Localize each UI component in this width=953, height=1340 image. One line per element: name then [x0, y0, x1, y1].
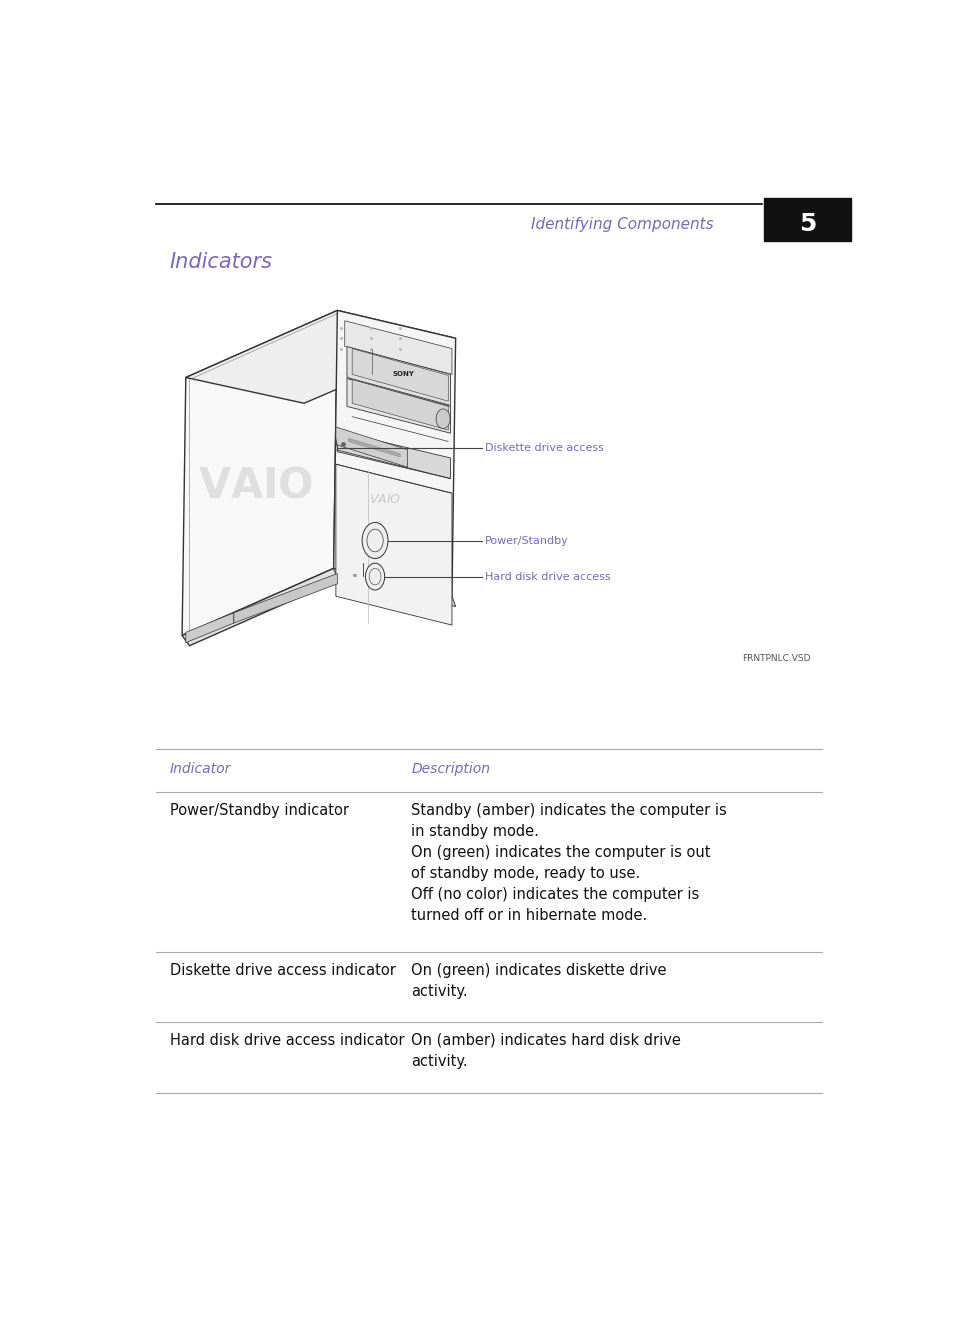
Text: FRNTPNLC.VSD: FRNTPNLC.VSD	[741, 654, 810, 663]
Polygon shape	[182, 311, 337, 635]
Circle shape	[362, 523, 388, 559]
Polygon shape	[352, 348, 448, 401]
Text: Hard disk drive access indicator: Hard disk drive access indicator	[170, 1033, 404, 1048]
Polygon shape	[334, 311, 456, 596]
Text: On (green) indicates diskette drive
activity.: On (green) indicates diskette drive acti…	[411, 962, 666, 998]
Polygon shape	[335, 464, 452, 624]
Polygon shape	[337, 431, 450, 478]
Circle shape	[436, 409, 450, 429]
Polygon shape	[347, 378, 450, 433]
Text: Diskette drive access: Diskette drive access	[485, 442, 603, 453]
Text: Hard disk drive access: Hard disk drive access	[485, 572, 610, 582]
Polygon shape	[347, 347, 450, 405]
Text: $\mathit{\mathbf{VAIO}}$: $\mathit{\mathbf{VAIO}}$	[198, 465, 314, 507]
Text: Description: Description	[411, 762, 490, 776]
Text: On (amber) indicates hard disk drive
activity.: On (amber) indicates hard disk drive act…	[411, 1033, 680, 1069]
Polygon shape	[335, 427, 407, 468]
Text: Indicators: Indicators	[170, 252, 273, 272]
Polygon shape	[348, 438, 400, 457]
Polygon shape	[334, 568, 456, 607]
Text: Power/Standby: Power/Standby	[485, 536, 568, 545]
Polygon shape	[182, 568, 341, 646]
Polygon shape	[186, 311, 456, 403]
Polygon shape	[186, 612, 233, 643]
Polygon shape	[233, 574, 337, 623]
Polygon shape	[352, 379, 448, 430]
Polygon shape	[344, 320, 452, 374]
FancyBboxPatch shape	[763, 198, 850, 241]
Text: $\mathit{VAIO}$: $\mathit{VAIO}$	[369, 493, 401, 505]
Circle shape	[365, 563, 384, 590]
Text: Diskette drive access indicator: Diskette drive access indicator	[170, 962, 395, 977]
Text: e: e	[352, 574, 355, 578]
Text: SONY: SONY	[393, 371, 415, 378]
Text: Power/Standby indicator: Power/Standby indicator	[170, 803, 348, 817]
Text: Identifying Components: Identifying Components	[530, 217, 713, 232]
Text: Standby (amber) indicates the computer is
in standby mode.
On (green) indicates : Standby (amber) indicates the computer i…	[411, 803, 726, 922]
Text: 5: 5	[798, 212, 816, 236]
Text: Indicator: Indicator	[170, 762, 231, 776]
